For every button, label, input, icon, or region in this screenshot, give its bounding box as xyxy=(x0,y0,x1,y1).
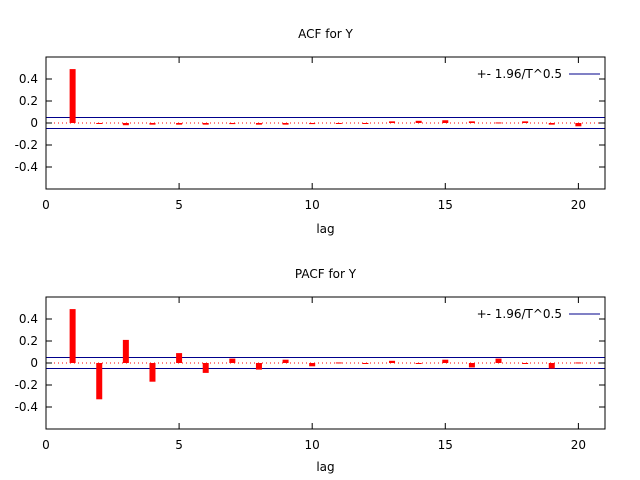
bar-lag-7 xyxy=(229,123,236,125)
bar-lag-18 xyxy=(522,121,529,123)
x-tick-label: 20 xyxy=(571,198,586,212)
bar-lag-17 xyxy=(495,122,502,124)
bar-lag-19 xyxy=(548,123,555,125)
bar-lag-10 xyxy=(309,363,316,367)
bar-lag-13 xyxy=(389,360,396,363)
bar-lag-11 xyxy=(335,362,342,364)
bar-lag-9 xyxy=(282,359,289,363)
bar-lag-9 xyxy=(282,123,289,125)
bar-lag-5 xyxy=(176,123,183,125)
bar-lag-18 xyxy=(522,363,529,364)
pacf-panel: PACF for Y 0.4 0.2 0 -0.2 -0.4 0 5 10 15 20 lag +- 1… xyxy=(15,267,606,474)
chart-title: PACF for Y xyxy=(295,267,357,281)
bar-lag-8 xyxy=(255,363,262,370)
x-tick-label: 15 xyxy=(438,438,453,452)
bar-lag-16 xyxy=(468,121,475,123)
y-tick-label: 0.2 xyxy=(19,334,38,348)
legend-label: +- 1.96/T^0.5 xyxy=(477,307,562,321)
bar-lag-15 xyxy=(442,120,449,123)
bar-lag-3 xyxy=(122,339,129,363)
bar-lag-12 xyxy=(362,363,369,364)
bar-lag-2 xyxy=(96,363,103,400)
x-tick-label: 5 xyxy=(175,438,183,452)
y-tick-label: -0.4 xyxy=(15,160,38,174)
x-tick-label: 15 xyxy=(438,198,453,212)
y-tick-label: 0.2 xyxy=(19,94,38,108)
bar-lag-6 xyxy=(202,363,209,373)
bar-lag-16 xyxy=(468,363,475,368)
bar-lag-4 xyxy=(149,363,156,382)
y-tick-label: -0.4 xyxy=(15,400,38,414)
y-tick-label: 0 xyxy=(30,356,38,370)
bar-lag-17 xyxy=(495,358,502,363)
x-axis-label: lag xyxy=(316,222,334,236)
chart-title: ACF for Y xyxy=(298,27,353,41)
x-tick-label: 10 xyxy=(305,438,320,452)
bar-lag-5 xyxy=(176,353,183,363)
y-tick-label: 0 xyxy=(30,116,38,130)
bar-lag-1 xyxy=(69,309,76,363)
legend-label: +- 1.96/T^0.5 xyxy=(477,67,562,81)
y-tick-label: -0.2 xyxy=(15,138,38,152)
bar-lag-15 xyxy=(442,359,449,363)
bar-lag-11 xyxy=(335,123,342,124)
x-tick-label: 10 xyxy=(305,198,320,212)
acf-panel: ACF for Y 0.4 0.2 0 -0.2 -0.4 0 5 10 15 20 lag +- 1.… xyxy=(15,27,606,236)
y-tick-label: -0.2 xyxy=(15,378,38,392)
bar-lag-2 xyxy=(96,123,103,124)
y-tick-label: 0.4 xyxy=(19,72,38,86)
bar-lag-8 xyxy=(255,123,262,125)
y-tick-label: 0.4 xyxy=(19,312,38,326)
bar-lag-7 xyxy=(229,358,236,363)
bar-lag-14 xyxy=(415,120,422,123)
bar-lag-12 xyxy=(362,123,369,124)
bar-lag-4 xyxy=(149,123,156,125)
bar-lag-20 xyxy=(575,123,582,127)
bar-lag-20 xyxy=(575,362,582,364)
x-axis-label: lag xyxy=(316,460,334,474)
bar-lag-10 xyxy=(309,123,316,125)
x-tick-label: 0 xyxy=(42,438,50,452)
x-tick-label: 0 xyxy=(42,198,50,212)
x-tick-label: 5 xyxy=(175,198,183,212)
x-tick-label: 20 xyxy=(571,438,586,452)
bar-lag-3 xyxy=(122,123,129,126)
bar-lag-19 xyxy=(548,363,555,369)
bar-lag-1 xyxy=(69,69,76,123)
bar-lag-14 xyxy=(415,363,422,364)
bar-lag-13 xyxy=(389,121,396,123)
bar-lag-6 xyxy=(202,123,209,125)
